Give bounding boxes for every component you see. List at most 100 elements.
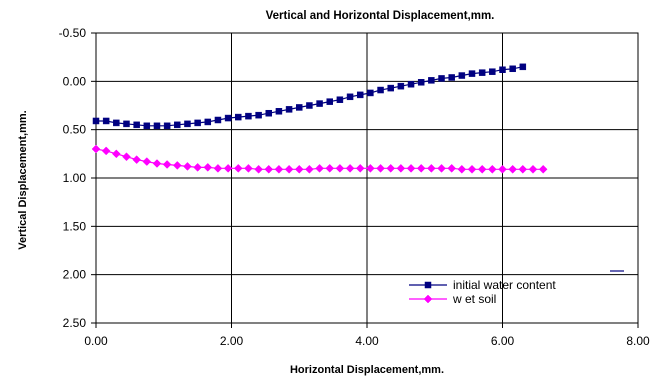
data-point (111, 149, 121, 159)
data-point (306, 102, 313, 109)
data-point (417, 79, 425, 86)
data-point (376, 163, 385, 173)
data-point (416, 163, 426, 173)
data-point (448, 74, 455, 81)
data-point (447, 163, 457, 173)
data-point (528, 164, 538, 174)
y-axis-label: Vertical Displacement,mm. (17, 110, 29, 249)
data-point (235, 113, 242, 121)
data-point (214, 116, 222, 124)
data-point (132, 155, 142, 164)
data-point (377, 86, 384, 94)
data-point (194, 119, 201, 127)
data-point (316, 100, 323, 107)
data-point (397, 82, 405, 90)
data-point (163, 122, 171, 130)
data-point (133, 121, 140, 129)
x-tick-label: 6.00 (491, 334, 515, 348)
data-point (457, 164, 467, 174)
data-point (508, 164, 518, 174)
data-point (489, 68, 496, 75)
data-point (487, 164, 497, 174)
data-point (123, 120, 130, 128)
y-tick-label: 0.00 (63, 74, 87, 88)
legend-marker (423, 294, 433, 304)
data-point (92, 117, 100, 125)
data-point (335, 163, 345, 173)
data-point (204, 118, 212, 126)
data-point (296, 104, 303, 111)
data-point (406, 163, 416, 173)
data-point (326, 98, 333, 105)
data-point (275, 108, 283, 115)
y-tick-label: 2.50 (63, 316, 87, 330)
data-point (294, 164, 304, 174)
data-point (244, 163, 253, 173)
data-point (396, 163, 406, 173)
data-point (224, 114, 232, 122)
legend-label: initial water content (453, 278, 556, 292)
x-tick-label: 0.00 (84, 334, 108, 348)
y-tick-label: -0.50 (59, 26, 87, 40)
data-point (468, 70, 476, 77)
data-point (458, 72, 466, 79)
data-point (498, 164, 507, 174)
data-point (467, 164, 477, 174)
data-point (315, 163, 324, 173)
data-point (172, 161, 182, 170)
x-tick-label: 4.00 (355, 334, 379, 348)
data-point (193, 163, 202, 172)
x-tick-label: 2.00 (220, 334, 244, 348)
data-point (223, 163, 233, 173)
data-point (91, 144, 101, 154)
data-point (336, 96, 344, 103)
plot-area: -0.50 0.00 0.50 1.00 1.50 2.00 2.50 0.00 2.00 4.0… (59, 26, 650, 348)
data-point (183, 162, 192, 171)
data-point (499, 66, 506, 73)
series-wet-soil (91, 144, 548, 174)
x-tick-label: 8.00 (626, 334, 650, 348)
data-point (255, 111, 262, 119)
data-point (113, 119, 120, 127)
data-point (518, 164, 528, 174)
data-point (162, 160, 172, 169)
data-point (387, 84, 394, 92)
y-tick-label: 1.00 (63, 171, 87, 185)
data-point (386, 163, 396, 173)
data-point (478, 69, 486, 76)
data-point (509, 65, 516, 73)
legend-marker (424, 281, 432, 289)
y-tick-label: 1.50 (63, 219, 87, 233)
data-point (264, 164, 274, 174)
data-point (355, 163, 365, 173)
data-point (245, 112, 252, 120)
data-point (538, 164, 548, 174)
data-point (153, 122, 161, 130)
data-point (184, 120, 191, 128)
chart-title: Vertical and Horizontal Displacement,mm. (266, 10, 495, 22)
data-point (254, 164, 263, 174)
data-point (284, 164, 294, 174)
series-initial-water-content (92, 63, 527, 130)
data-point (143, 122, 151, 130)
data-point (102, 117, 110, 125)
data-point (477, 164, 487, 174)
data-point (285, 106, 293, 113)
data-point (174, 121, 181, 129)
data-point (305, 164, 314, 174)
x-axis-label: Horizontal Displacement,mm. (290, 364, 444, 376)
data-point (437, 163, 446, 173)
data-point (265, 109, 273, 117)
y-tick-label: 2.00 (63, 268, 87, 282)
data-point (345, 163, 355, 173)
data-point (233, 163, 243, 173)
data-point (356, 91, 364, 99)
data-point (101, 146, 111, 156)
data-point (366, 163, 375, 173)
y-tick-label: 0.50 (63, 123, 87, 137)
data-point (367, 89, 374, 97)
data-point (325, 163, 335, 173)
data-point (274, 164, 284, 174)
